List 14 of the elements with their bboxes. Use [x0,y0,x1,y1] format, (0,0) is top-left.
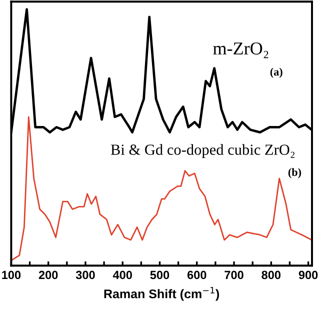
x-tick-label: 500 [150,270,170,280]
annotation: Bi & Gd co-doped cubic ZrO₂ [110,144,294,158]
x-tick-label: 600 [187,270,206,280]
x-tick-label: 700 [224,270,244,280]
x-tick-label: 400 [112,270,132,280]
x-axis-title: Raman Shift (cm$^{−1}$) [104,287,220,301]
annotation: (a) [270,68,282,78]
x-tick-label: 300 [76,270,95,280]
annotation: (b) [288,168,302,178]
x-tick-label: 900 [298,270,318,280]
x-tick-label: 100 [2,270,21,280]
x-tick-label: 800 [262,270,281,280]
annotation: m-ZrO₂ [213,42,268,58]
x-tick-label: 200 [38,270,58,280]
